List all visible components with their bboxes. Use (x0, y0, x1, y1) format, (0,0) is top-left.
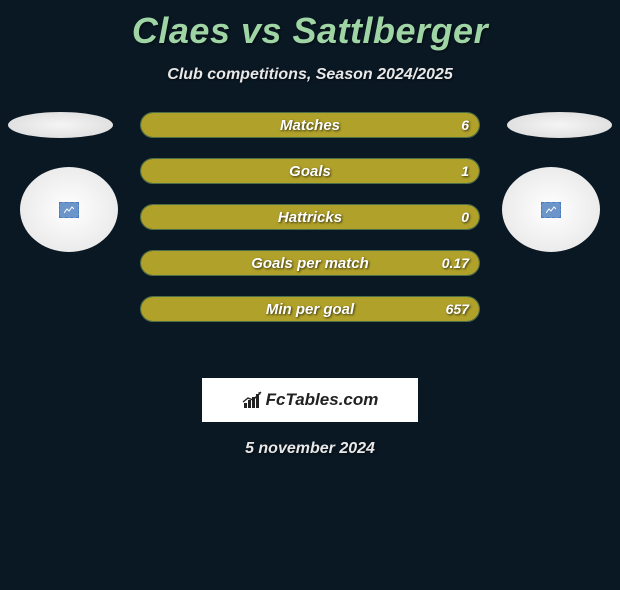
stat-bar-label: Hattricks (141, 205, 479, 229)
placeholder-icon (59, 202, 79, 218)
brand-box[interactable]: FcTables.com (202, 378, 418, 422)
stat-bars: Matches6Goals1Hattricks0Goals per match0… (140, 112, 480, 342)
player-left-ellipse (8, 112, 113, 138)
stat-bar-value-right: 0.17 (442, 251, 469, 275)
player-right-badge (502, 167, 600, 252)
stat-bar-value-right: 1 (461, 159, 469, 183)
comparison-content: Matches6Goals1Hattricks0Goals per match0… (0, 112, 620, 362)
page-title: Claes vs Sattlberger (0, 10, 620, 52)
brand-label: FcTables.com (242, 390, 379, 410)
placeholder-icon (541, 202, 561, 218)
stat-bar-label: Goals (141, 159, 479, 183)
stat-bar-value-right: 0 (461, 205, 469, 229)
player-right-ellipse (507, 112, 612, 138)
chart-icon (242, 391, 264, 409)
page-subtitle: Club competitions, Season 2024/2025 (0, 66, 620, 84)
stat-bar: Goals per match0.17 (140, 250, 480, 276)
stat-bar-value-right: 657 (446, 297, 469, 321)
stat-bar: Min per goal657 (140, 296, 480, 322)
stat-bar-label: Goals per match (141, 251, 479, 275)
player-left-badge (20, 167, 118, 252)
stat-bar-label: Matches (141, 113, 479, 137)
date-label: 5 november 2024 (0, 440, 620, 458)
stat-bar: Matches6 (140, 112, 480, 138)
stat-bar: Goals1 (140, 158, 480, 184)
stat-bar-label: Min per goal (141, 297, 479, 321)
stat-bar: Hattricks0 (140, 204, 480, 230)
stat-bar-value-right: 6 (461, 113, 469, 137)
